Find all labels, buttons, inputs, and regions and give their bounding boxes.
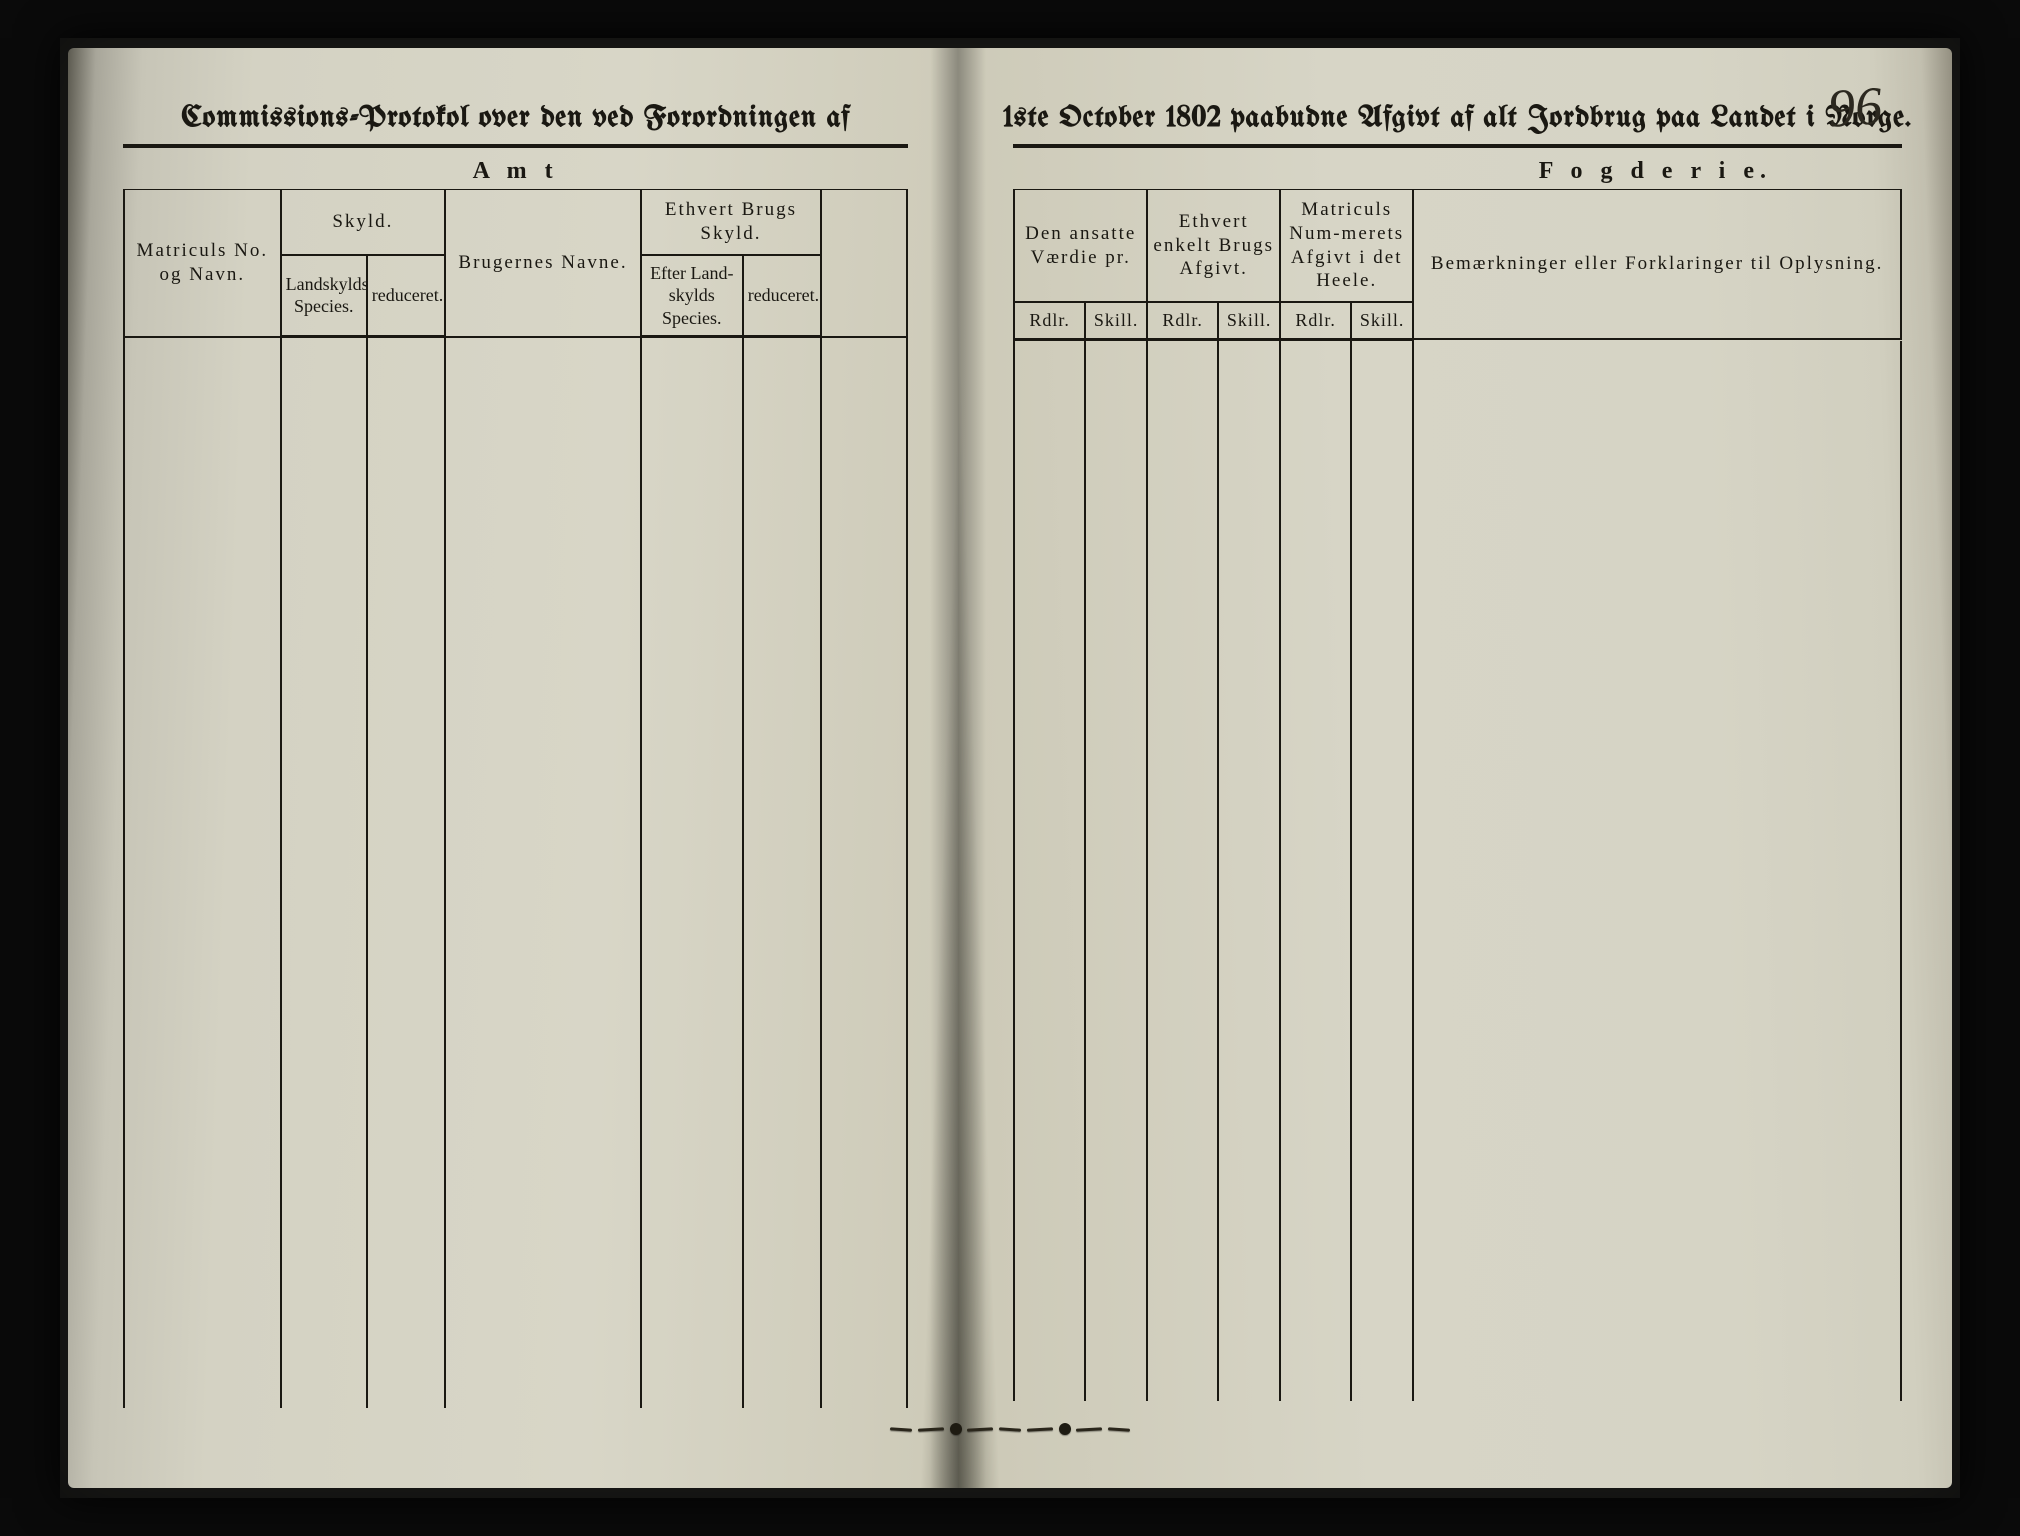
page-number: 96 <box>1826 74 1884 140</box>
rule-thick <box>1013 144 1902 148</box>
sub-skill-1: Skill. <box>1085 302 1147 339</box>
section-left: A m t <box>113 158 918 185</box>
col-ethvert-reduceret: reduceret. <box>743 255 821 337</box>
rule-thick <box>123 144 908 148</box>
left-table-header: Matriculs No. og Navn. Skyld. Brugernes … <box>123 190 908 338</box>
sub-rdlr-3: Rdlr. <box>1280 302 1351 339</box>
spine-shadow-right <box>958 48 986 1488</box>
right-table-body-rules <box>1013 341 1902 1401</box>
col-skyld-group: Skyld. <box>281 190 445 255</box>
title-left: Commissions-Protokol over den ved Forord… <box>113 102 918 134</box>
col-ansatte: Den ansatte Værdie pr. <box>1014 190 1147 302</box>
section-right: F o g d e r i e. <box>1003 158 1912 185</box>
col-bemarkninger: Bemærkninger eller Forklaringer til Oply… <box>1413 190 1901 339</box>
spine-shadow-left <box>930 48 958 1488</box>
sub-skill-2: Skill. <box>1218 302 1280 339</box>
col-ethvert-species: Efter Land-skylds Species. <box>641 255 743 337</box>
sub-skill-3: Skill. <box>1351 302 1413 339</box>
col-spacer <box>821 190 907 337</box>
col-enkelt: Ethvert enkelt Brugs Afgivt. <box>1147 190 1280 302</box>
col-skyld-species: Landskylds Species. <box>281 255 367 337</box>
left-page: Commissions-Protokol over den ved Forord… <box>68 48 958 1488</box>
col-skyld-reduceret: reduceret. <box>367 255 445 337</box>
sub-rdlr-1: Rdlr. <box>1014 302 1085 339</box>
col-ethvert-group: Ethvert Brugs Skyld. <box>641 190 821 255</box>
ledger-book: Commissions-Protokol over den ved Forord… <box>60 38 1960 1498</box>
col-nummerets: Matriculs Num-merets Afgivt i det Heele. <box>1280 190 1413 302</box>
right-page: 96 1ste October 1802 paabudne Afgivt af … <box>958 48 1952 1488</box>
title-right: 1ste October 1802 paabudne Afgivt af alt… <box>1003 102 1912 134</box>
col-matriculs: Matriculs No. og Navn. <box>124 190 281 337</box>
left-table-body-rules <box>123 338 908 1408</box>
col-brugernes: Brugernes Navne. <box>445 190 641 337</box>
sub-rdlr-2: Rdlr. <box>1147 302 1218 339</box>
right-table-header: Den ansatte Værdie pr. Ethvert enkelt Br… <box>1013 190 1902 341</box>
